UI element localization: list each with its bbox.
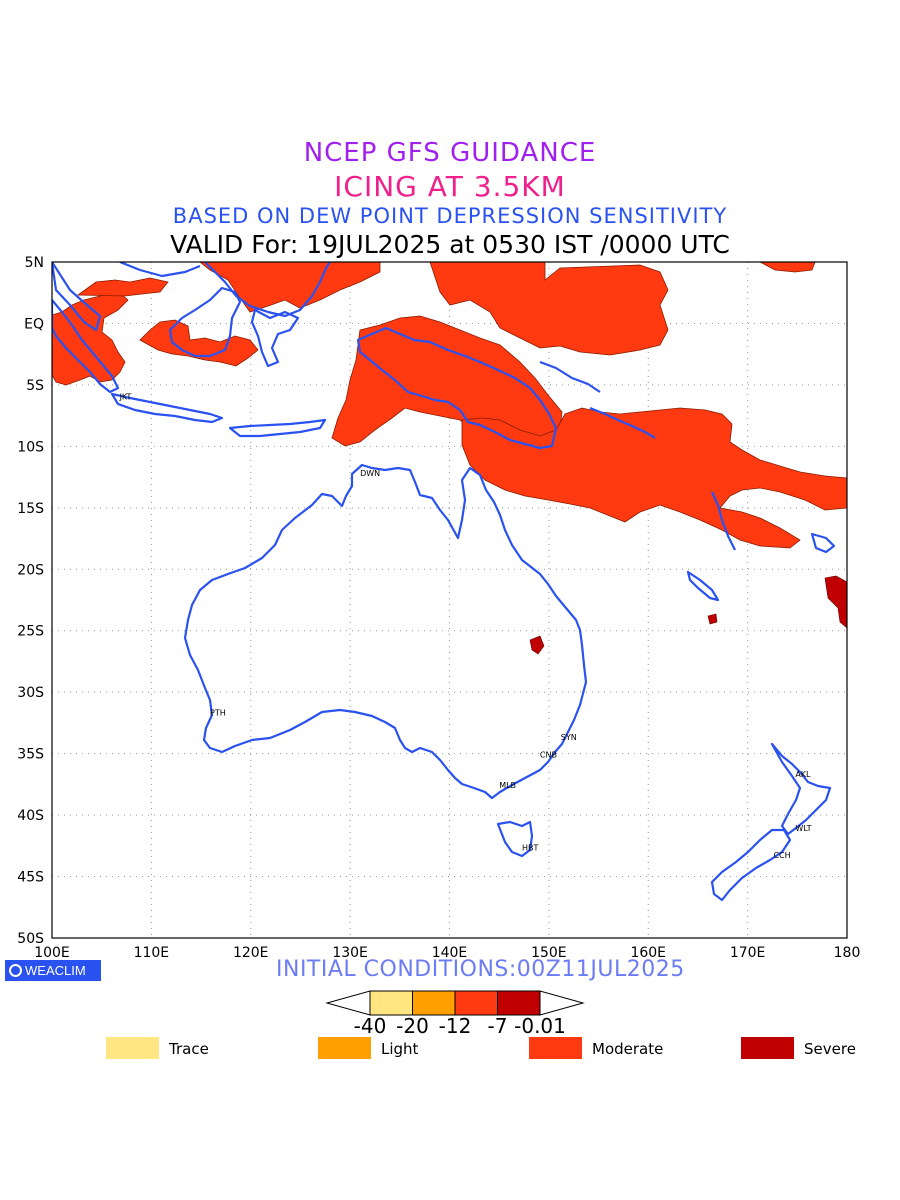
lat-tick-label: 45S <box>17 870 44 886</box>
lon-tick-label: 160E <box>630 945 666 961</box>
icing-severe-small <box>707 613 718 625</box>
legend-label: Trace <box>169 1040 209 1058</box>
coast-java <box>110 392 224 424</box>
lon-tick-label: 170E <box>730 945 766 961</box>
colorbar-tick-label: -0.01 <box>514 1014 566 1038</box>
lon-tick-label: 120E <box>233 945 269 961</box>
colorbar-tick-label: -40 <box>353 1014 387 1038</box>
lat-tick-label: EQ <box>24 316 44 332</box>
coast-north-borneo-sea <box>119 262 201 278</box>
city-label: JKT <box>119 393 132 402</box>
graticule <box>52 262 847 938</box>
lat-tick-label: 20S <box>17 562 44 578</box>
city-label: CNB <box>540 750 557 759</box>
legend-label: Light <box>381 1040 419 1058</box>
city-label: MLB <box>499 781 516 790</box>
title-method: BASED ON DEW POINT DEPRESSION SENSITIVIT… <box>172 204 728 228</box>
icing-region-philippines-sea <box>199 262 381 313</box>
title-model: NCEP GFS GUIDANCE <box>303 138 597 168</box>
title-product: ICING AT 3.5KM <box>334 170 566 203</box>
copyright-icon <box>9 964 22 977</box>
lon-tick-label: 140E <box>432 945 468 961</box>
icing-severe-australia <box>529 635 545 655</box>
legend-swatch <box>106 1037 159 1059</box>
icing-region-north <box>76 277 169 297</box>
coast-new-caledonia <box>686 570 720 602</box>
icing-severe-east <box>824 575 847 629</box>
icing-region-sumatra <box>52 291 129 386</box>
lat-tick-label: 50S <box>17 931 44 947</box>
colorbar-tick-label: -12 <box>438 1014 472 1038</box>
axis-labels: 100E 110E 120E 130E 140E 150E 160E 170E 180 5N EQ 5… <box>17 255 860 961</box>
coast-nz-south <box>710 828 792 902</box>
city-label: HBT <box>522 844 539 853</box>
icing-region-pacific-north <box>429 262 669 356</box>
coast-bismarck <box>539 360 601 393</box>
icing-regions <box>52 262 847 655</box>
coast-borneo <box>168 286 242 358</box>
lat-tick-label: 5N <box>25 255 44 271</box>
lon-tick-label: 130E <box>332 945 368 961</box>
lat-tick-label: 5S <box>26 378 44 394</box>
initial-conditions: INITIAL CONDITIONS:00Z11JUL2025 <box>276 957 685 982</box>
icing-region-far-north-east <box>759 262 816 273</box>
legend-label: Moderate <box>592 1040 664 1058</box>
lon-tick-label: 110E <box>134 945 170 961</box>
weaclim-logo: WEACLIM <box>5 960 101 981</box>
legend-swatch <box>529 1037 582 1059</box>
coastlines <box>52 262 836 902</box>
colorbar-ticks: -40 -20 -12 -7 -0.01 <box>0 1014 900 1038</box>
city-label: AKL <box>795 770 811 779</box>
logo-text: WEACLIM <box>25 963 86 978</box>
coast-sumatra <box>52 298 120 394</box>
coast-vanuatu <box>711 491 736 551</box>
coast-nz-north <box>770 742 832 836</box>
lat-tick-label: 10S <box>17 439 44 455</box>
legend-swatch <box>741 1037 794 1059</box>
city-label: CCH <box>773 851 790 860</box>
lat-tick-label: 40S <box>17 808 44 824</box>
coast-tasmania <box>496 820 534 858</box>
icing-region-coral-sea <box>461 407 847 549</box>
coast-new-guinea <box>356 326 558 450</box>
coast-solomons <box>589 406 656 439</box>
coast-lesser-sundas <box>228 418 327 438</box>
lat-tick-label: 35S <box>17 747 44 763</box>
lat-tick-label: 30S <box>17 685 44 701</box>
coast-sulawesi <box>250 308 300 368</box>
coast-malay-peninsula <box>52 262 102 332</box>
coast-philippines <box>204 262 331 318</box>
map-frame <box>51 261 848 939</box>
lon-tick-label: 180 <box>834 945 861 961</box>
legend-label: Severe <box>804 1040 856 1058</box>
city-label: DWN <box>360 469 380 478</box>
city-labels: JKT DWN PTH SYN CNB MLB HBT AKL WLT CCH <box>119 393 812 860</box>
coast-fiji <box>810 532 836 554</box>
lat-tick-label: 25S <box>17 624 44 640</box>
lon-tick-label: 100E <box>34 945 70 961</box>
city-label: PTH <box>210 709 226 718</box>
lat-tick-label: 15S <box>17 501 44 517</box>
legend-swatch <box>318 1037 371 1059</box>
colorbar-tick-label: -20 <box>396 1014 429 1038</box>
colorbar-tick-label: -7 <box>487 1014 508 1038</box>
city-label: WLT <box>795 824 811 833</box>
city-label: SYN <box>561 733 577 742</box>
coast-australia <box>183 463 588 800</box>
title-valid-time: VALID For: 19JUL2025 at 0530 IST /0000 U… <box>170 230 730 259</box>
lon-tick-label: 150E <box>531 945 567 961</box>
